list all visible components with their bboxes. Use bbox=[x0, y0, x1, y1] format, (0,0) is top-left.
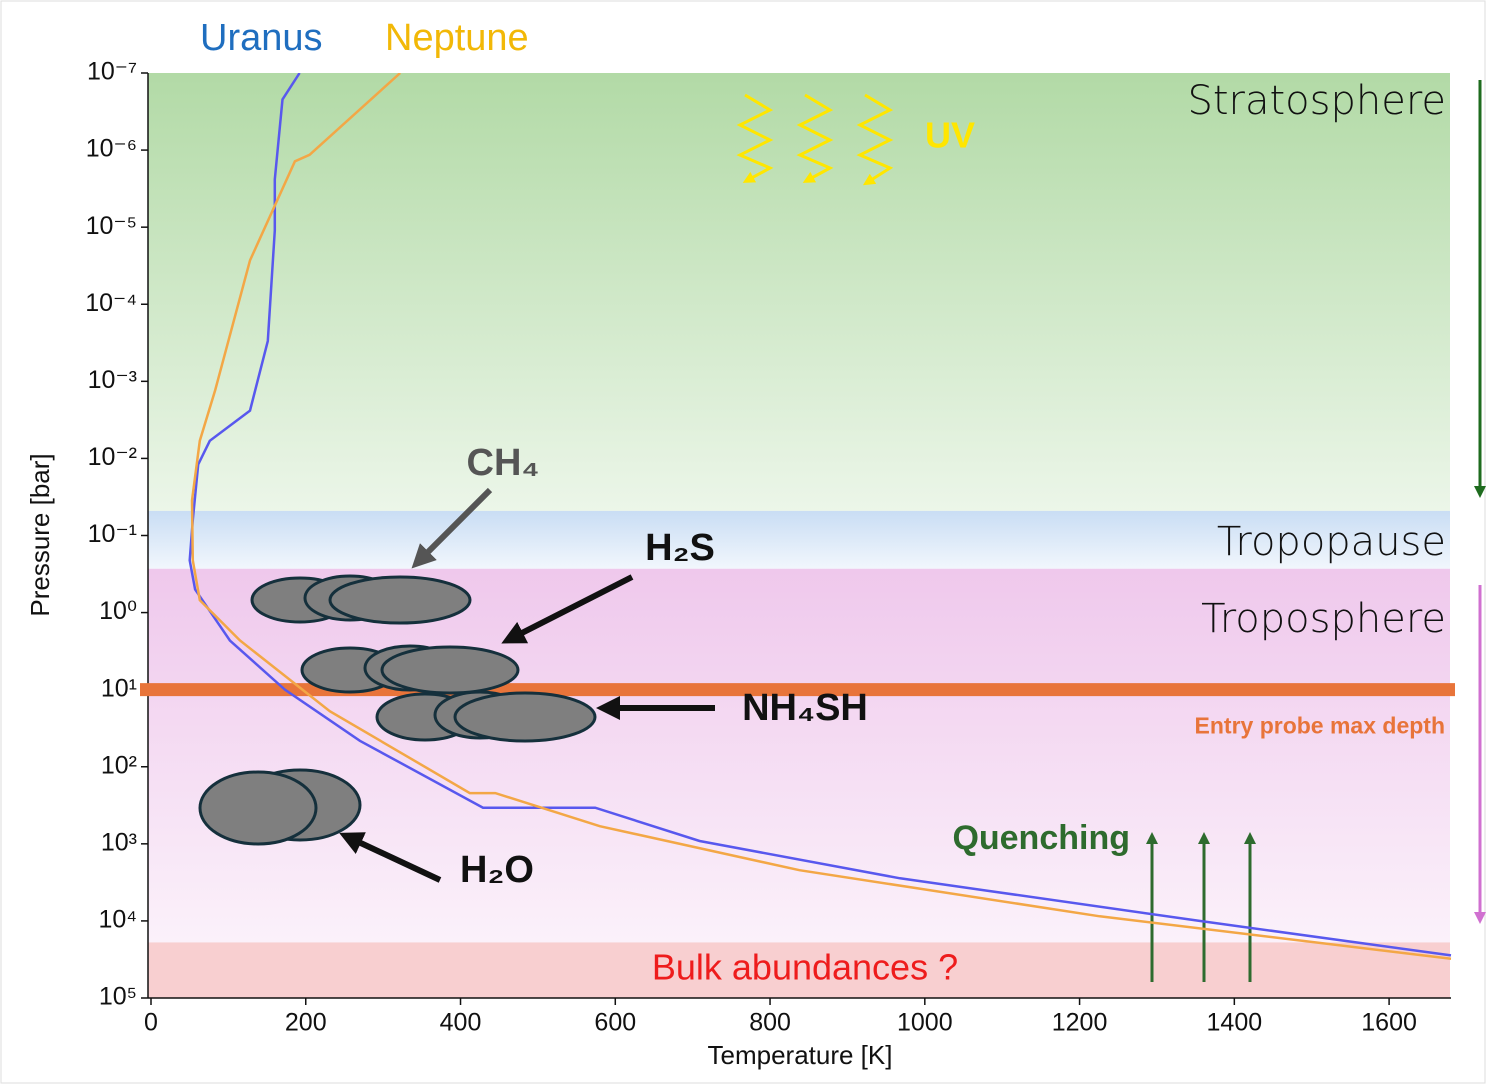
y-tick-label: 10⁻¹ bbox=[88, 520, 137, 548]
x-tick-label: 400 bbox=[440, 1009, 482, 1037]
y-tick-label: 10⁰ bbox=[99, 597, 137, 625]
region bbox=[148, 510, 1450, 569]
legend-entry: Neptune bbox=[385, 17, 529, 59]
region-label: Tropopause bbox=[1217, 519, 1446, 565]
region-label: Troposphere bbox=[1201, 596, 1446, 642]
y-tick-label: 10⁴ bbox=[98, 906, 137, 934]
y-tick-label: 10⁻⁶ bbox=[86, 135, 137, 163]
region-label: Bulk abundances ? bbox=[652, 947, 958, 988]
cloud-ch4 bbox=[250, 574, 472, 625]
x-tick-label: 600 bbox=[594, 1009, 636, 1037]
region bbox=[148, 73, 1450, 511]
x-tick-label: 1000 bbox=[897, 1009, 953, 1037]
annotation: NH₄SH bbox=[742, 687, 868, 729]
series-line bbox=[190, 73, 1452, 961]
y-tick-label: 10¹ bbox=[101, 674, 137, 702]
x-tick-label: 1400 bbox=[1207, 1009, 1263, 1037]
y-tick-label: 10⁻⁷ bbox=[87, 58, 137, 86]
y-tick-label: 10⁻⁴ bbox=[85, 289, 137, 317]
uv-rays bbox=[736, 93, 894, 186]
x-axis-label: Temperature [K] bbox=[708, 1040, 893, 1070]
y-tick-label: 10² bbox=[101, 751, 137, 779]
y-tick-label: 10⁻³ bbox=[88, 366, 137, 394]
y-axis-label: Pressure [bar] bbox=[25, 453, 55, 616]
probe-label: Entry probe max depth bbox=[1195, 713, 1445, 739]
region-label: Stratosphere bbox=[1187, 78, 1446, 124]
x-tick-label: 0 bbox=[144, 1009, 158, 1037]
regions bbox=[148, 73, 1450, 998]
x-tick-label: 200 bbox=[285, 1009, 327, 1037]
x-tick-label: 800 bbox=[749, 1009, 791, 1037]
x-tick-label: 1200 bbox=[1052, 1009, 1108, 1037]
annotation: Quenching bbox=[952, 819, 1130, 857]
x-tick-label: 1600 bbox=[1361, 1009, 1417, 1037]
annotation: CH₄ bbox=[467, 442, 540, 484]
annotation: H₂S bbox=[645, 527, 715, 569]
cloud-h2o bbox=[198, 768, 362, 846]
annotation: H₂O bbox=[460, 849, 534, 891]
arrow bbox=[339, 832, 442, 883]
region bbox=[148, 568, 1450, 943]
cloud-h2s bbox=[300, 644, 520, 695]
arrow bbox=[501, 574, 634, 644]
y-tick-label: 10³ bbox=[101, 828, 137, 856]
cloud-nh4sh bbox=[375, 690, 597, 743]
region bbox=[148, 942, 1450, 998]
legend-entry: Uranus bbox=[200, 17, 323, 59]
annotation: UV bbox=[925, 115, 975, 156]
y-tick-label: 10⁻⁵ bbox=[86, 212, 137, 240]
y-tick-label: 10⁻² bbox=[88, 443, 137, 471]
series-line bbox=[188, 73, 1452, 957]
arrow bbox=[411, 487, 493, 569]
y-tick-label: 10⁵ bbox=[99, 983, 137, 1011]
